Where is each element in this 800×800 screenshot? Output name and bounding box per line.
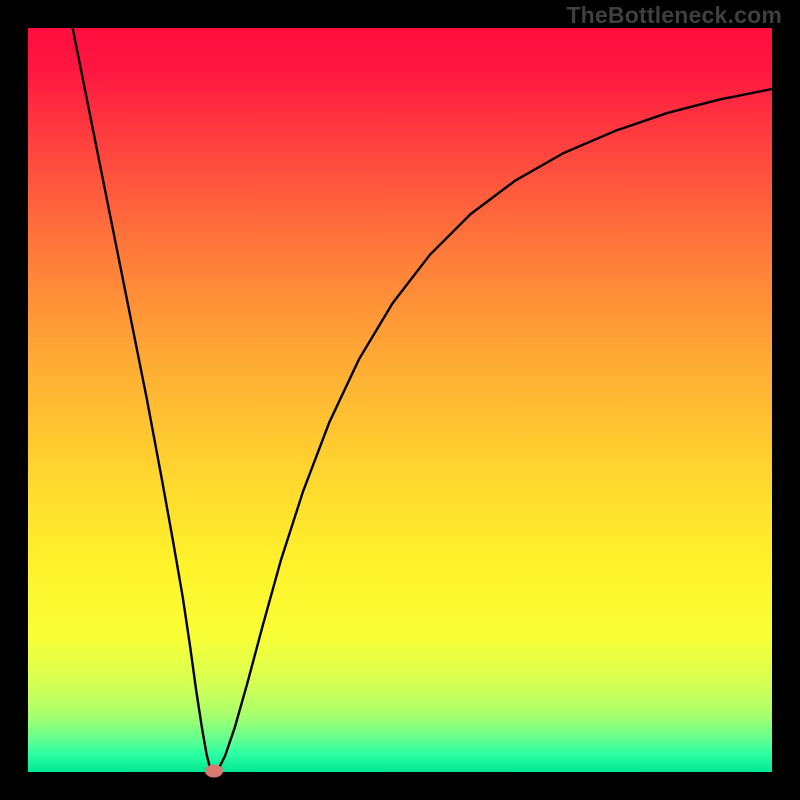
curve-path — [73, 28, 772, 772]
chart-container: TheBottleneck.com — [0, 0, 800, 800]
watermark-text: TheBottleneck.com — [566, 2, 782, 29]
bottleneck-curve — [28, 28, 772, 772]
optimal-point-marker — [205, 765, 223, 778]
plot-area — [28, 28, 772, 772]
